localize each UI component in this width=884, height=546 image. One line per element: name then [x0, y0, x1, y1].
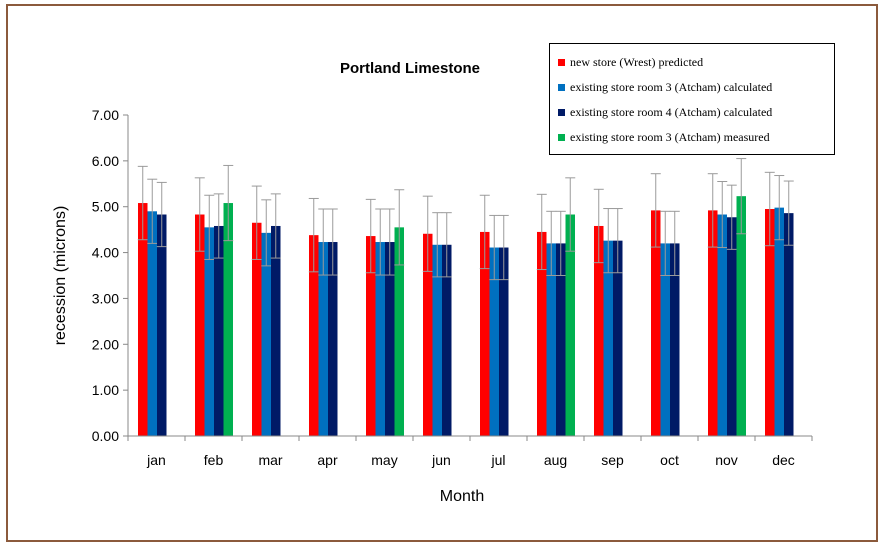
legend-label: existing store room 3 (Atcham) calculate… [570, 80, 773, 94]
bar-feb [195, 214, 205, 436]
x-tick-label: oct [660, 452, 679, 468]
legend-label: existing store room 3 (Atcham) measured [570, 130, 770, 144]
legend-label: existing store room 4 (Atcham) calculate… [570, 105, 773, 119]
bar-jul [489, 247, 499, 436]
y-tick-label: 7.00 [92, 107, 119, 123]
bar-aug [556, 243, 566, 436]
y-tick-label: 6.00 [92, 153, 119, 169]
bar-sep [603, 240, 613, 436]
x-tick-label: sep [601, 452, 624, 468]
x-tick-label: jul [490, 452, 505, 468]
bar-oct [660, 243, 670, 436]
bar-may [366, 236, 376, 436]
bar-may [394, 227, 404, 436]
bar-apr [328, 242, 338, 436]
y-tick-label: 5.00 [92, 199, 119, 215]
x-tick-label: jun [431, 452, 451, 468]
bar-mar [271, 225, 281, 436]
x-tick-label: feb [204, 452, 224, 468]
y-tick-label: 3.00 [92, 290, 119, 306]
bar-dec [765, 209, 775, 436]
x-tick-label: nov [715, 452, 738, 468]
bar-aug [537, 231, 547, 436]
legend-item-room3-calculated: existing store room 3 (Atcham) calculate… [558, 75, 834, 100]
x-tick-label: may [371, 452, 397, 468]
legend-swatch [558, 109, 565, 116]
legend: new store (Wrest) predicted existing sto… [549, 43, 835, 155]
bar-sep [594, 225, 604, 436]
chart-title: Portland Limestone [339, 60, 481, 77]
x-tick-label: mar [258, 452, 282, 468]
legend-swatch [558, 84, 565, 91]
x-tick-label: dec [772, 452, 795, 468]
bar-apr [309, 235, 319, 436]
bar-aug [546, 243, 556, 436]
bar-nov [717, 214, 727, 436]
x-axis-title: Month [440, 488, 484, 505]
x-tick-label: aug [544, 452, 567, 468]
bar-mar [252, 222, 262, 436]
bar-jul [499, 247, 509, 436]
bar-sep [613, 240, 623, 436]
bar-may [385, 242, 395, 436]
bar-nov [736, 196, 746, 436]
y-tick-label: 2.00 [92, 336, 119, 352]
x-tick-label: jan [146, 452, 166, 468]
bar-mar [261, 232, 271, 436]
bar-may [375, 242, 385, 436]
bar-jun [442, 244, 452, 436]
bar-apr [318, 242, 328, 436]
bar-feb [214, 225, 224, 436]
y-axis-title: recession (microns) [52, 206, 69, 346]
bar-oct [651, 210, 661, 436]
bar-oct [670, 243, 680, 436]
y-tick-label: 1.00 [92, 382, 119, 398]
legend-item-wrest-predicted: new store (Wrest) predicted [558, 50, 834, 75]
bar-jul [480, 231, 490, 436]
bar-feb [223, 203, 233, 436]
legend-swatch [558, 59, 565, 66]
bar-jan [147, 211, 157, 436]
x-tick-label: apr [317, 452, 338, 468]
bar-jan [138, 203, 148, 436]
legend-label: new store (Wrest) predicted [570, 55, 704, 69]
legend-item-room3-measured: existing store room 3 (Atcham) measured [558, 125, 834, 150]
legend-item-room4-calculated: existing store room 4 (Atcham) calculate… [558, 100, 834, 125]
bar-feb [204, 227, 214, 436]
y-tick-label: 4.00 [92, 245, 119, 261]
legend-swatch [558, 134, 565, 141]
bar-jan [157, 214, 167, 436]
bar-jun [432, 244, 442, 436]
bar-nov [708, 210, 718, 436]
bar-jun [423, 233, 433, 436]
bar-dec [784, 213, 794, 436]
y-tick-label: 0.00 [92, 428, 119, 444]
bar-nov [727, 217, 737, 436]
bar-dec [774, 207, 784, 436]
bar-aug [565, 214, 575, 436]
